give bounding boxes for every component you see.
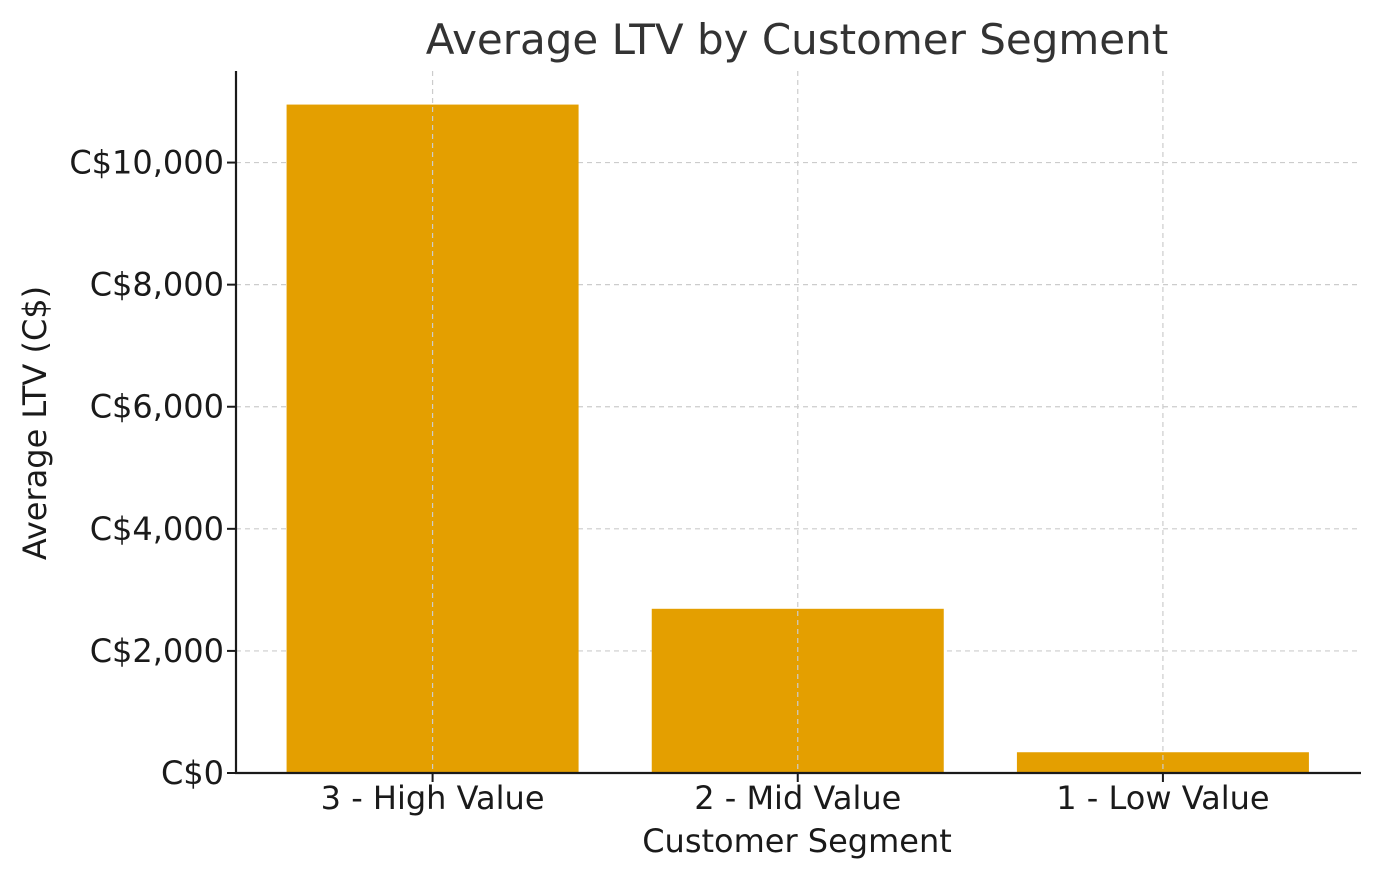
bar [1016, 752, 1309, 773]
chart-title: Average LTV by Customer Segment [426, 15, 1168, 64]
x-ticks-layer: 3 - High Value 2 - Mid Value 1 - Low Value [321, 773, 1270, 817]
bars-layer [286, 104, 1309, 773]
y-tick-label: C$0 [161, 754, 224, 792]
y-tick-label: C$6,000 [90, 388, 224, 426]
y-tick-label: C$2,000 [90, 632, 224, 670]
y-tick-label: C$4,000 [90, 510, 224, 548]
y-tick-label: C$10,000 [69, 144, 224, 182]
bar [286, 104, 579, 773]
bar [651, 608, 944, 773]
x-axis-label: Customer Segment [642, 822, 952, 860]
x-tick-label: 3 - High Value [321, 779, 545, 817]
vertical-grid-layer [431, 71, 1164, 773]
x-tick-label: 2 - Mid Value [694, 779, 901, 817]
y-axis-label: Average LTV (C$) [16, 286, 54, 560]
x-tick-label: 1 - Low Value [1056, 779, 1269, 817]
y-tick-label: C$8,000 [90, 266, 224, 304]
y-ticks-layer: C$0 C$2,000 C$4,000 C$6,000 C$8,000 C$10,000 [69, 144, 236, 792]
